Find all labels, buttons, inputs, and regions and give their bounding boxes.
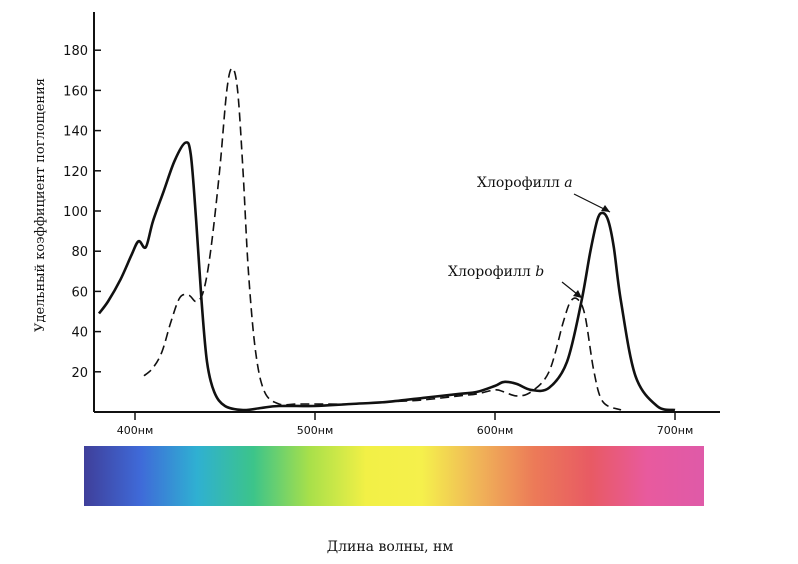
y-tick-label: 180 (63, 44, 88, 59)
series-line-chlorophyll-b (143, 67, 622, 411)
y-tick-label: 160 (63, 84, 88, 99)
x-axis-label: Длина волны, нм (327, 539, 454, 555)
annotation-chlorophyll-a-text: Хлорофилл a (477, 175, 573, 191)
annotation-a-letter: a (564, 175, 572, 191)
y-tick-label: 120 (63, 165, 88, 180)
annotation-b-arrowhead (573, 290, 582, 298)
annotation-chlorophyll-b-text: Хлорофилл b (448, 264, 544, 280)
y-axis-label: Удельный коэффициент поглощения (33, 78, 48, 332)
annotation-a-arrowhead (601, 205, 610, 212)
y-ticks: 20 40 60 80 100 120 140 160 180 (63, 44, 101, 381)
series-group (97, 67, 676, 412)
annotation-b-main: Хлорофилл (448, 264, 535, 280)
x-tick-label: 500нм (297, 424, 334, 437)
y-tick-label: 40 (71, 326, 88, 341)
annotation-chlorophyll-b: Хлорофилл b (448, 264, 583, 299)
x-ticks: 400нм 500нм 600нм 700нм (117, 412, 694, 437)
x-tick-label: 600нм (477, 424, 514, 437)
annotation-chlorophyll-a: Хлорофилл a (477, 175, 611, 213)
axes (93, 12, 720, 413)
color-spectrum-bar (84, 446, 704, 506)
y-tick-label: 100 (63, 205, 88, 220)
annotation-b-letter: b (535, 264, 544, 280)
y-tick-label: 20 (71, 366, 88, 381)
y-tick-label: 80 (71, 245, 88, 260)
series-line-chlorophyll-a (97, 141, 676, 412)
x-tick-label: 400нм (117, 424, 154, 437)
y-tick-label: 60 (71, 285, 88, 300)
x-tick-label: 700нм (657, 424, 694, 437)
annotation-a-main: Хлорофилл (477, 175, 564, 191)
y-tick-label: 140 (63, 125, 88, 140)
